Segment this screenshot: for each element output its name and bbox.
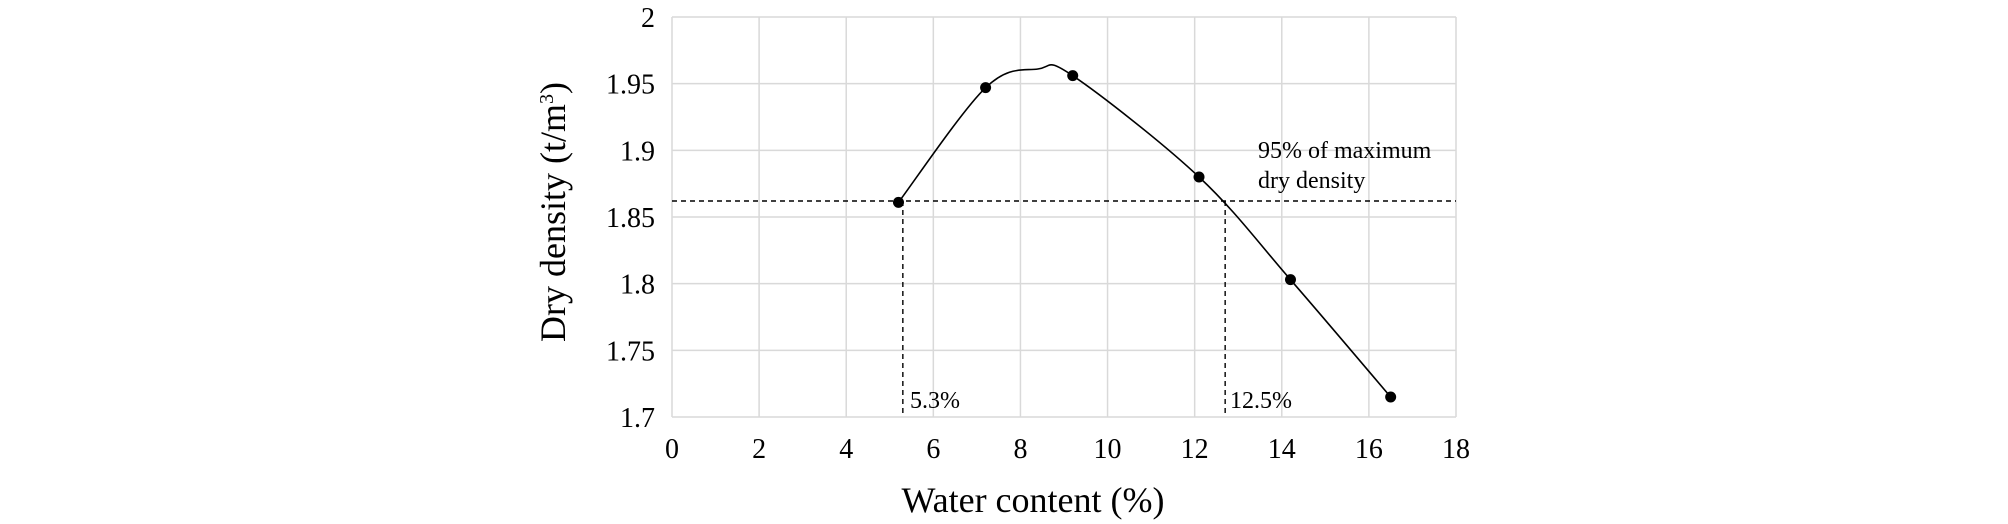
y-tick-label: 1.9	[620, 136, 655, 167]
y-tick-labels: 1.7 1.75 1.8 1.85 1.9 1.95 2	[606, 3, 655, 434]
data-point	[980, 82, 992, 94]
x-tick-label: 10	[1094, 434, 1122, 465]
x-tick-label: 6	[926, 434, 940, 465]
x-tick-label: 14	[1268, 434, 1296, 465]
x-tick-label: 18	[1442, 434, 1470, 465]
data-point	[1193, 171, 1205, 183]
data-point	[1284, 274, 1296, 286]
x-tick-labels: 0 2 4 6 8 10 12 14 16 18	[665, 434, 1470, 465]
y-tick-label: 1.75	[606, 336, 655, 367]
x-tick-label: 0	[665, 434, 679, 465]
annotation-line-2: dry density	[1258, 168, 1365, 194]
grid-lines	[671, 16, 1457, 418]
data-point	[1385, 391, 1397, 403]
y-tick-label: 1.8	[620, 270, 655, 301]
annotation-line-1: 95% of maximum	[1258, 138, 1432, 164]
data-points	[892, 70, 1397, 403]
fitted-curve	[897, 64, 1392, 398]
x-tick-label: 16	[1355, 434, 1383, 465]
annotation-left-value: 5.3%	[910, 388, 960, 414]
y-tick-label: 1.95	[606, 70, 655, 101]
x-axis-title: Water content (%)	[902, 480, 1165, 520]
y-tick-label: 2	[641, 3, 655, 34]
y-tick-label: 1.85	[606, 203, 655, 234]
y-axis-title: Dry density (t/m3)	[533, 82, 573, 342]
y-axis-title-superscript: 3	[536, 94, 558, 104]
annotation-right-value: 12.5%	[1230, 388, 1292, 414]
data-point	[892, 196, 904, 208]
x-tick-label: 12	[1181, 434, 1209, 465]
reference-lines	[672, 200, 1456, 417]
data-point	[1067, 70, 1079, 82]
x-tick-label: 2	[752, 434, 766, 465]
y-tick-label: 1.7	[620, 403, 655, 434]
x-tick-label: 8	[1013, 434, 1027, 465]
x-tick-label: 4	[839, 434, 853, 465]
